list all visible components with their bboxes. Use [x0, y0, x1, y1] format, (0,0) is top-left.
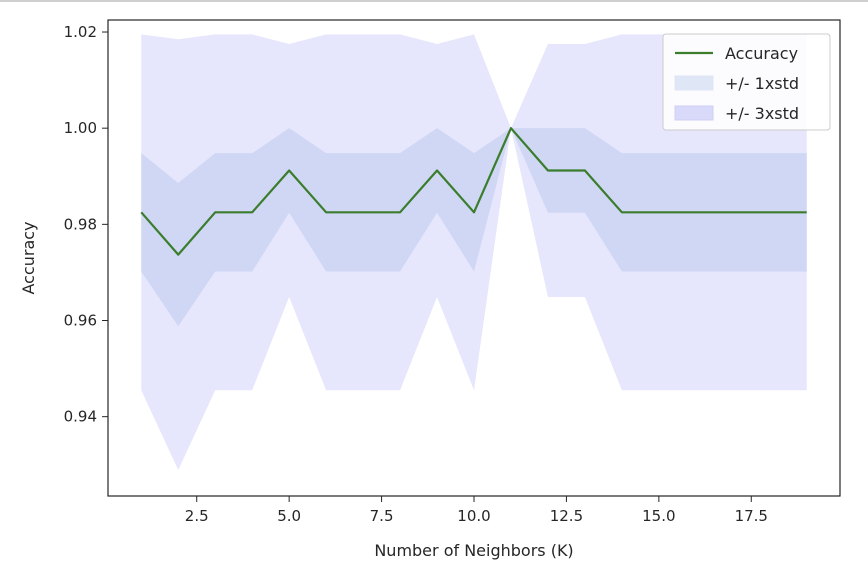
y-axis-label: Accuracy — [19, 221, 38, 294]
x-axis-ticks: 2.5 5.0 7.5 10.0 12.5 15.0 17.5 — [185, 496, 768, 525]
x-tick-label: 5.0 — [277, 507, 301, 525]
x-tick-label: 12.5 — [550, 507, 583, 525]
y-axis-ticks: 0.94 0.96 0.98 1.00 1.02 — [64, 23, 108, 426]
y-tick-label: 0.98 — [64, 215, 97, 233]
legend-swatch-3xstd — [674, 105, 714, 121]
legend-label: Accuracy — [725, 44, 798, 63]
x-tick-label: 2.5 — [185, 507, 209, 525]
y-tick-label: 1.02 — [64, 23, 97, 41]
legend-swatch-1xstd — [674, 75, 714, 91]
x-tick-label: 17.5 — [735, 507, 768, 525]
chart-legend: Accuracy +/- 1xstd +/- 3xstd — [662, 33, 831, 131]
y-tick-label: 0.96 — [64, 312, 97, 330]
accuracy-lines — [140, 127, 807, 256]
band-1xstd — [141, 128, 807, 327]
std-bands — [141, 34, 807, 471]
y-tick-label: 0.94 — [64, 408, 97, 426]
x-tick-label: 10.0 — [457, 507, 490, 525]
y-tick-label: 1.00 — [64, 119, 97, 137]
x-tick-label: 7.5 — [370, 507, 394, 525]
x-tick-label: 15.0 — [642, 507, 675, 525]
legend-label: +/- 1xstd — [725, 74, 799, 93]
window-top-border — [0, 0, 868, 2]
legend-label: +/- 3xstd — [725, 104, 799, 123]
x-axis-label: Number of Neighbors (K) — [374, 541, 573, 560]
